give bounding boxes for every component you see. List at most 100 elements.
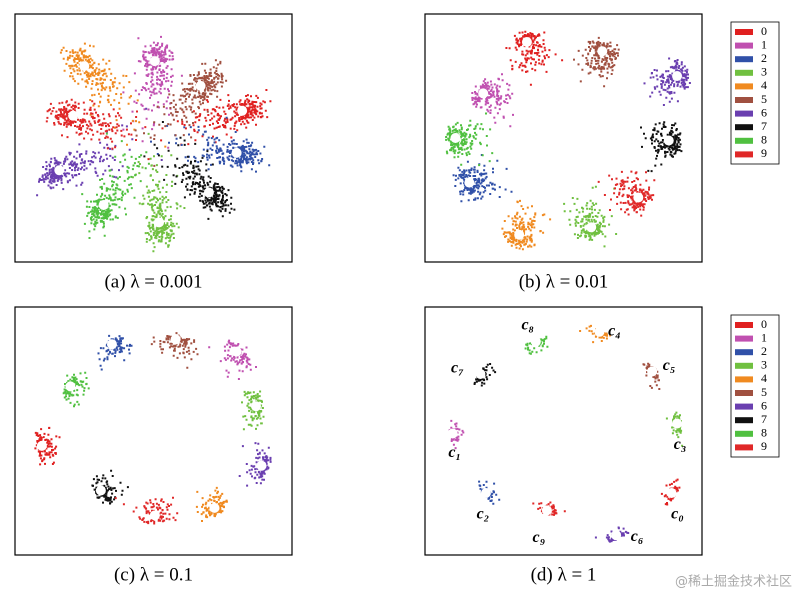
cluster-center [478, 88, 489, 99]
point-cloud [208, 339, 257, 380]
legend-swatch [735, 97, 753, 103]
legend-label: 7 [761, 119, 767, 133]
legend-label: 4 [761, 78, 767, 92]
cluster-center [54, 165, 65, 176]
cluster-center [154, 217, 165, 228]
cluster-center [68, 110, 79, 121]
cluster-center [450, 133, 461, 143]
legend-swatch [735, 137, 753, 144]
plot-frame [424, 306, 703, 556]
point-cloud [62, 371, 90, 408]
cluster-center [149, 56, 160, 67]
legend-swatch [735, 335, 753, 342]
legend-label: 1 [761, 37, 767, 51]
legend-swatch [735, 403, 753, 410]
point-cloud [91, 469, 129, 505]
cluster-center [237, 105, 248, 116]
cluster-center [98, 199, 109, 210]
point-cloud [36, 107, 163, 197]
cluster-center [647, 366, 658, 377]
watermark: @稀土掘金技术社区 [675, 574, 792, 590]
center-label: c₈ [521, 316, 534, 333]
legend-swatch [735, 430, 753, 437]
cluster-center [672, 418, 683, 429]
cluster-center [514, 229, 525, 240]
point-cloud [34, 426, 61, 466]
legend-label: 0 [761, 317, 767, 331]
legend-swatch [735, 349, 753, 356]
cluster-center [170, 334, 181, 345]
point-cloud [241, 390, 265, 431]
legend-label: 7 [761, 412, 767, 426]
cluster-center [447, 428, 458, 439]
point-cloud [45, 98, 164, 150]
cluster-center [666, 488, 677, 498]
legend-swatch [735, 417, 753, 424]
cluster-center [541, 505, 552, 516]
cluster-center [464, 177, 475, 188]
legend-swatch [735, 69, 753, 76]
legend-label: 9 [761, 146, 767, 160]
cluster-center [521, 37, 532, 48]
cluster-center [633, 192, 644, 203]
point-cloud [131, 132, 186, 253]
legend-label: 5 [761, 385, 767, 399]
cluster-center [65, 381, 76, 392]
cluster-center [530, 336, 541, 347]
legend-swatch [735, 83, 753, 90]
legend-swatch [735, 56, 753, 63]
cluster-center [594, 326, 605, 337]
center-label: c₃ [674, 436, 687, 453]
legend-label: 4 [761, 371, 767, 385]
point-cloud [81, 132, 150, 239]
legend-swatch [735, 390, 753, 396]
legend-label: 6 [761, 398, 767, 412]
legend-swatch [735, 29, 753, 35]
point-cloud [524, 335, 549, 355]
legend-swatch [735, 444, 753, 451]
legend-swatch [735, 322, 753, 328]
legend-label: 1 [761, 330, 767, 344]
plot-frame [14, 13, 293, 263]
center-label: c₀ [671, 506, 684, 523]
point-cloud [471, 73, 514, 128]
legend-label: 8 [761, 426, 767, 440]
point-cloud [238, 442, 272, 487]
point-cloud [452, 154, 513, 203]
legend-swatch [735, 42, 753, 49]
legend-label: 2 [761, 344, 767, 358]
caption: (d) λ = 1 [531, 564, 597, 585]
cluster-center [611, 530, 622, 541]
center-label: c₅ [663, 357, 676, 374]
legend-label: 2 [761, 51, 767, 65]
legend-label: 9 [761, 439, 767, 453]
caption: (c) λ = 0.1 [114, 564, 193, 585]
cluster-center [195, 80, 206, 91]
point-cloud [501, 199, 552, 251]
point-cloud [643, 57, 691, 106]
cluster-center [672, 71, 683, 81]
caption: (b) λ = 0.01 [519, 271, 609, 292]
cluster-center [209, 502, 220, 513]
cluster-center [95, 485, 106, 496]
center-label: c₉ [533, 529, 546, 546]
cluster-center [231, 147, 242, 158]
cluster-center [250, 401, 261, 412]
legend-swatch [735, 124, 753, 131]
cluster-center [79, 61, 90, 72]
legend-swatch [735, 110, 753, 117]
legend-label: 5 [761, 92, 767, 106]
center-label: c₁ [448, 444, 461, 461]
point-cloud [563, 185, 618, 248]
center-label: c₆ [631, 528, 644, 545]
legend-label: 0 [761, 24, 767, 38]
cluster-center [597, 46, 608, 57]
center-label: c₇ [451, 360, 464, 377]
legend-label: 3 [761, 65, 767, 79]
cluster-center [149, 510, 160, 521]
caption: (a) λ = 0.001 [104, 271, 202, 292]
point-cloud [150, 332, 199, 369]
point-cloud [114, 496, 179, 525]
point-cloud [573, 36, 620, 88]
cluster-center [586, 222, 597, 233]
